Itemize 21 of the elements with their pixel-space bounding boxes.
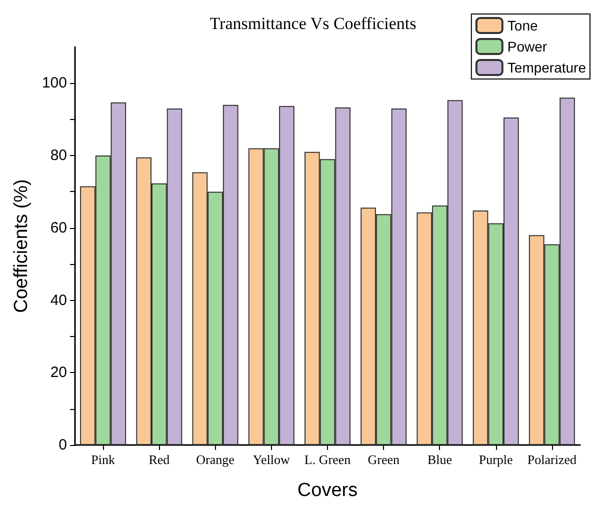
y-tick-label: 80: [50, 147, 67, 164]
legend-label: Power: [507, 38, 548, 54]
x-tick-label: Blue: [427, 452, 452, 467]
x-tick-label: Yellow: [252, 452, 290, 467]
y-tick-label: 100: [42, 74, 67, 92]
x-axis-title: Covers: [297, 480, 358, 501]
x-tick-label: Orange: [196, 452, 235, 467]
y-tick-label: 0: [58, 436, 67, 454]
legend-label: Tone: [507, 18, 538, 34]
x-tick-label: Purple: [478, 452, 514, 467]
x-tick-label: Green: [368, 452, 400, 467]
chart-title: Transmittance Vs Coefficients: [210, 14, 416, 33]
y-tick-label: 60: [50, 219, 67, 236]
x-tick-label: Red: [148, 452, 170, 467]
y-tick-label: 40: [50, 292, 67, 309]
y-tick-label: 20: [50, 364, 67, 382]
x-tick-label: Polarized: [527, 452, 577, 467]
y-axis-title: Coefficients (%): [11, 179, 32, 313]
legend-label: Temperature: [507, 60, 586, 76]
x-tick-label: L. Green: [304, 452, 352, 467]
x-tick-label: Pink: [91, 452, 116, 467]
